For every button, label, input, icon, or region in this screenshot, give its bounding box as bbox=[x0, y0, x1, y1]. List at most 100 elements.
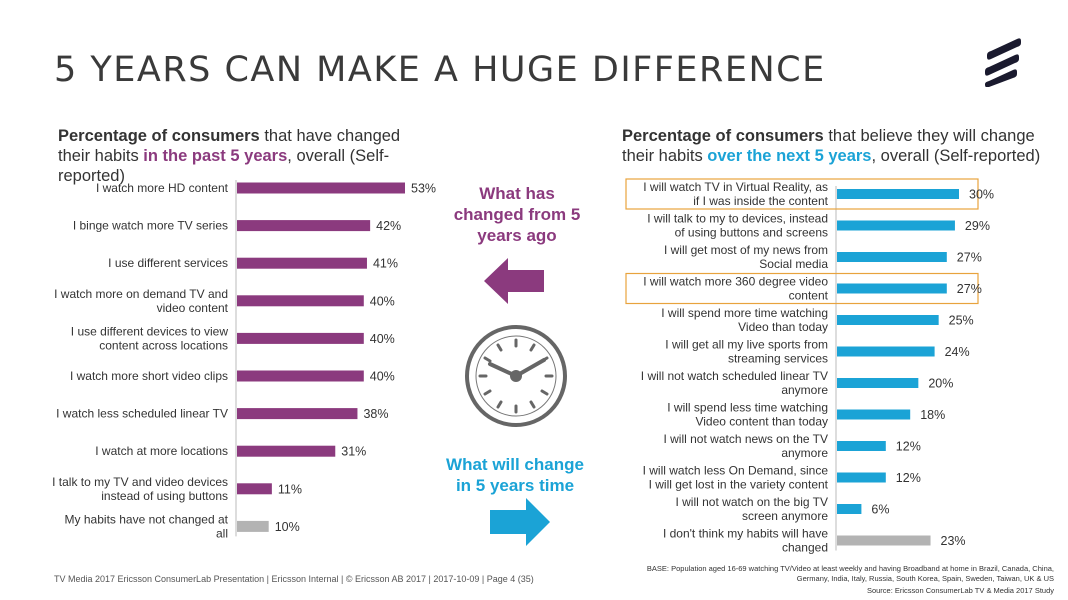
right-chart-bar bbox=[837, 283, 947, 294]
right-chart-value-label: 18% bbox=[920, 408, 945, 422]
right-chart-value-label: 6% bbox=[871, 503, 889, 517]
left-chart-category-label: My habits have not changed at bbox=[65, 512, 229, 526]
future-change-text: What will change in 5 years time bbox=[446, 455, 584, 495]
right-chart-bar bbox=[837, 409, 911, 420]
right-chart-category-label: I will not watch on the big TV bbox=[675, 495, 828, 509]
left-chart-category-label: I watch at more locations bbox=[95, 444, 228, 458]
right-chart-value-label: 20% bbox=[928, 377, 953, 391]
right-subtitle-bold: Percentage of consumers bbox=[622, 127, 824, 145]
right-chart-category-label: anymore bbox=[781, 383, 828, 397]
source-note: Source: Ericsson ConsumerLab TV & Media … bbox=[866, 586, 1054, 595]
right-chart-category-label: of using buttons and screens bbox=[675, 226, 828, 240]
left-chart-category-label: I use different services bbox=[108, 256, 228, 270]
left-chart-bar bbox=[237, 295, 364, 307]
right-chart-category-label: I will spend less time watching bbox=[667, 401, 828, 415]
left-chart-bar bbox=[237, 220, 371, 232]
left-bar-chart: I watch more HD content 53% I binge watch … bbox=[52, 180, 436, 540]
left-chart-value-label: 31% bbox=[341, 445, 366, 459]
left-subtitle-highlight: in the past 5 years bbox=[143, 147, 288, 165]
page-title: 5 YEARS CAN MAKE A HUGE DIFFERENCE bbox=[54, 50, 826, 90]
right-chart-bar bbox=[837, 346, 935, 357]
left-chart-value-label: 40% bbox=[370, 332, 395, 346]
right-chart-value-label: 30% bbox=[969, 188, 994, 202]
left-chart-value-label: 40% bbox=[370, 294, 395, 308]
right-chart-category-label: I will not watch scheduled linear TV bbox=[641, 369, 828, 383]
right-chart-subtitle: Percentage of consumers that believe the… bbox=[622, 126, 1042, 166]
left-chart-category-label: I talk to my TV and video devices bbox=[52, 475, 228, 489]
right-bar-chart: I will watch TV in Virtual Reality, asif… bbox=[625, 178, 994, 555]
left-chart-bar bbox=[237, 483, 272, 495]
right-chart-value-label: 12% bbox=[896, 440, 921, 454]
right-chart-bar bbox=[837, 315, 939, 325]
right-chart-value-label: 27% bbox=[957, 282, 982, 296]
past-change-text: What has changed from 5 years ago bbox=[453, 184, 581, 245]
left-chart-category-label: I binge watch more TV series bbox=[73, 219, 228, 233]
right-chart-bar bbox=[837, 252, 947, 262]
left-chart-value-label: 11% bbox=[278, 482, 302, 496]
right-chart-category-label: Video than today bbox=[738, 320, 828, 334]
right-chart-category-label: I will get lost in the variety content bbox=[649, 478, 829, 492]
clock-icon bbox=[465, 325, 567, 427]
right-chart-category-label: if I was inside the content bbox=[693, 194, 828, 208]
right-chart-value-label: 24% bbox=[945, 345, 970, 359]
right-chart-bar bbox=[837, 472, 886, 483]
left-chart-category-label: content across locations bbox=[99, 338, 228, 352]
right-chart-category-label: changed bbox=[782, 541, 828, 555]
left-chart-category-label: I watch more on demand TV and bbox=[54, 287, 228, 301]
left-chart-subtitle: Percentage of consumers that have change… bbox=[58, 126, 428, 186]
right-chart-value-label: 25% bbox=[949, 314, 974, 328]
left-chart-bar bbox=[237, 445, 336, 457]
left-chart-bar bbox=[237, 370, 364, 382]
right-chart-category-label: I will get most of my news from bbox=[664, 243, 828, 257]
right-chart-category-label: I will spend more time watching bbox=[661, 306, 828, 320]
right-chart-category-label: Social media bbox=[759, 257, 828, 271]
left-chart-value-label: 40% bbox=[370, 370, 395, 384]
left-arrow-icon bbox=[484, 258, 544, 304]
left-chart-bar bbox=[237, 257, 367, 269]
right-chart-value-label: 23% bbox=[941, 534, 966, 548]
right-chart-bar bbox=[837, 189, 959, 199]
left-chart-category-label: video content bbox=[157, 301, 229, 315]
right-chart-value-label: 12% bbox=[896, 471, 921, 485]
left-chart-bar bbox=[237, 408, 358, 420]
left-subtitle-text1: that have changed their habits bbox=[58, 127, 401, 165]
left-subtitle-text2: , overall (Self-reported) bbox=[58, 147, 390, 185]
left-chart-category-label: I watch more short video clips bbox=[70, 369, 228, 383]
right-chart-category-label: I will watch less On Demand, since bbox=[643, 464, 829, 478]
right-subtitle-text2: , overall (Self-reported) bbox=[871, 147, 1041, 165]
right-chart-category-label: I don't think my habits will have bbox=[663, 527, 828, 541]
left-chart-bar bbox=[237, 182, 405, 194]
left-chart-category-label: I watch less scheduled linear TV bbox=[56, 407, 228, 421]
left-chart-value-label: 42% bbox=[376, 219, 401, 233]
ericsson-logo-icon bbox=[985, 38, 1021, 87]
left-chart-bar bbox=[237, 332, 364, 344]
right-chart-value-label: 27% bbox=[957, 251, 982, 265]
left-chart-category-label: instead of using buttons bbox=[101, 489, 228, 503]
right-subtitle-text1: that believe they will change their habi… bbox=[622, 127, 1035, 165]
right-chart-bar bbox=[837, 535, 931, 546]
right-chart-category-label: I will watch TV in Virtual Reality, as bbox=[643, 180, 828, 194]
left-chart-value-label: 53% bbox=[411, 182, 436, 196]
left-chart-category-label: all bbox=[216, 526, 228, 540]
right-chart-category-label: I will not watch news on the TV bbox=[663, 432, 828, 446]
left-chart-value-label: 38% bbox=[363, 407, 388, 421]
right-chart-highlight-box bbox=[625, 178, 979, 210]
right-chart-bar bbox=[837, 378, 919, 388]
left-chart-category-label: I use different devices to view bbox=[71, 324, 229, 338]
right-chart-value-label: 29% bbox=[965, 219, 990, 233]
right-chart-category-label: I will get all my live sports from bbox=[665, 338, 828, 352]
left-chart-value-label: 10% bbox=[275, 520, 300, 534]
left-chart-bar bbox=[237, 520, 269, 532]
right-subtitle-highlight: over the next 5 years bbox=[707, 147, 872, 165]
right-chart-bar bbox=[837, 441, 886, 451]
right-chart-category-label: content bbox=[789, 289, 829, 303]
left-chart-category-label: I watch more HD content bbox=[96, 181, 229, 195]
right-chart-category-label: I will watch more 360 degree video bbox=[643, 275, 828, 289]
right-chart-bar bbox=[837, 504, 862, 514]
right-chart-category-label: I will talk to my to devices, instead bbox=[647, 212, 828, 226]
left-subtitle-bold: Percentage of consumers bbox=[58, 127, 260, 145]
right-chart-highlight-box bbox=[625, 272, 979, 305]
footer: TV Media 2017 Ericsson ConsumerLab Prese… bbox=[54, 574, 534, 584]
right-chart-category-label: screen anymore bbox=[742, 509, 828, 523]
base-note: BASE: Population aged 16-69 watching TV/… bbox=[646, 564, 1054, 583]
